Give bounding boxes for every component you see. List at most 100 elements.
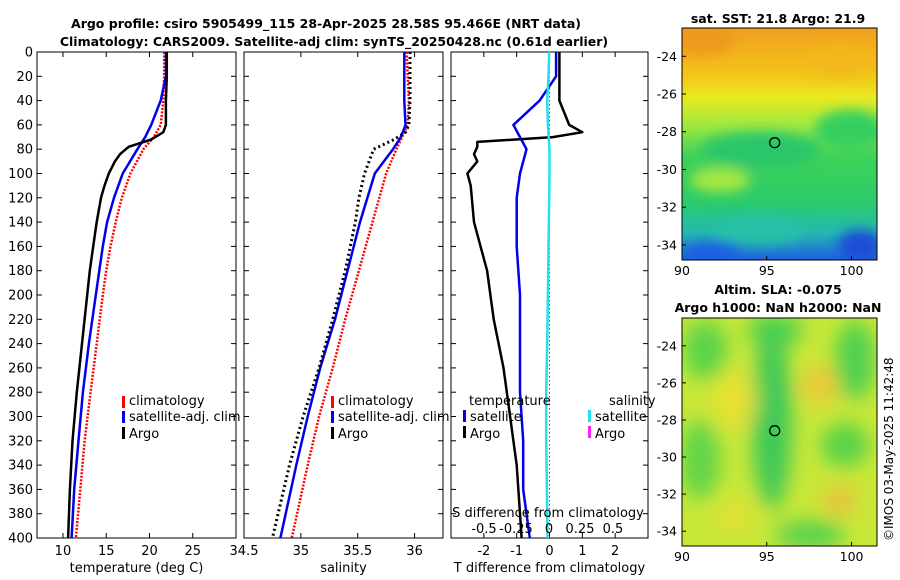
map-lat-tick-label: -30 [657, 162, 677, 177]
depth-tick-label: 240 [8, 337, 33, 352]
x-tick-label: 34.5 [230, 544, 259, 559]
sst-cyan-patch [715, 216, 805, 244]
map-lon-tick-label: 90 [674, 549, 690, 564]
map-lat-tick-label: -24 [657, 49, 677, 64]
sla-yellow-patch [822, 486, 858, 514]
s-diff-tick-label: 0.25 [566, 522, 595, 537]
temperature-panel: 0 20 40 60 80 100 120 140 160 180 200 220 240 260 280 3… [8, 46, 237, 576]
sla-green-band [752, 330, 792, 510]
legend-t-satellite-swatch [463, 410, 466, 422]
sla-yellow-patch [802, 365, 838, 405]
legend-climatology-swatch [122, 396, 125, 408]
legend-satellite-swatch [331, 411, 334, 423]
map-lat-tick-label: -34 [657, 237, 677, 252]
depth-tick-label: 20 [16, 70, 33, 85]
legend-salinity-title: salinity [609, 394, 656, 409]
sla-yellow-patch [713, 372, 757, 428]
plot-frame [243, 51, 444, 539]
legend-temperature-title: temperature [469, 394, 551, 409]
legend-climatology-label: climatology [129, 394, 205, 409]
x-axis-label: temperature (deg C) [70, 561, 204, 576]
depth-tick-label: 360 [8, 483, 33, 498]
series-line-t-argo [466, 52, 584, 539]
legend-t-argo-label: Argo [470, 427, 500, 442]
sst-map-frame [681, 27, 878, 261]
legend-satellite-label: satellite-adj. clim [338, 410, 450, 425]
legend-s-satellite-swatch [588, 410, 591, 422]
sla-map-title-line2: Argo h1000: NaN h2000: NaN [675, 300, 882, 315]
map-lat-tick-label: -32 [657, 200, 677, 215]
sst-map: 90 95 100 -24 -26 -28 -30 -32 -34 [657, 27, 878, 278]
s-diff-tick-label: 0 [545, 522, 553, 537]
depth-tick-label: 140 [8, 216, 33, 231]
s-diff-tick-label: -0.25 [499, 522, 533, 537]
map-lat-tick-label: -32 [657, 487, 677, 502]
x-tick-label: 10 [55, 544, 72, 559]
legend-climatology-swatch [331, 396, 334, 408]
legend-satellite-label: satellite-adj. clim [129, 410, 241, 425]
sla-argo-marker [769, 425, 781, 437]
sla-green-band [821, 423, 869, 467]
s-diff-tick-label: 0.5 [603, 522, 624, 537]
legend-difference: temperature salinity satellite Argo sate… [463, 394, 656, 442]
sla-map-frame [681, 317, 878, 547]
salinity-panel: 34.5 35 35.5 36 salinity [230, 51, 444, 576]
map-lon-tick-label: 95 [759, 263, 775, 278]
depth-tick-label: 400 [8, 532, 33, 547]
series-line-satellite-adj-clim [279, 52, 407, 539]
legend-t-argo-swatch [463, 426, 466, 438]
map-lat-tick-label: -34 [657, 524, 677, 539]
difference-panel: -2 -1 0 1 2 T difference from climatology [450, 51, 649, 576]
depth-tick-label: 280 [8, 386, 33, 401]
series-line-satellite-adj-clim [70, 52, 168, 539]
legend-t-satellite-label: satellite [470, 410, 522, 425]
series-line-s-satellite [544, 51, 551, 539]
x-tick-label: 35.5 [343, 544, 372, 559]
depth-tick-label: 160 [8, 240, 33, 255]
depth-tick-label: 220 [8, 313, 33, 328]
series-line-argo [66, 52, 169, 539]
sla-green-band [775, 521, 845, 546]
legend-s-argo-swatch [588, 426, 591, 438]
x-tick-label: -1 [510, 544, 523, 559]
sst-cool-patch [700, 132, 820, 168]
series-line-climatology [290, 51, 411, 539]
x-tick-label: 1 [578, 544, 586, 559]
sst-yellow-patch [690, 168, 750, 192]
sla-map: 90 95 100 -24 -26 -28 -30 -32 -34 [657, 317, 878, 564]
map-lat-tick-label: -30 [657, 450, 677, 465]
depth-tick-label: 300 [8, 410, 33, 425]
x-tick-label: 25 [184, 544, 201, 559]
x-tick-label: -2 [477, 544, 490, 559]
map-lat-tick-label: -28 [657, 124, 677, 139]
map-lon-tick-label: 90 [674, 263, 690, 278]
plot-frame [36, 51, 237, 539]
map-lat-tick-label: -24 [657, 338, 677, 353]
legend-satellite-swatch [122, 411, 125, 423]
map-lon-tick-label: 100 [840, 549, 864, 564]
depth-tick-label: 180 [8, 264, 33, 279]
legend-argo-label: Argo [338, 427, 368, 442]
legend-climatology-label: climatology [338, 394, 414, 409]
sla-green-band [682, 420, 720, 500]
map-lon-tick-label: 100 [840, 263, 864, 278]
legend-s-argo-label: Argo [595, 427, 625, 442]
x-tick-label: 35 [293, 544, 310, 559]
x-axis-label: T difference from climatology [453, 561, 646, 576]
x-tick-label: 36 [406, 544, 423, 559]
legend-argo-swatch [331, 427, 334, 439]
legend-argo-swatch [122, 427, 125, 439]
map-lon-tick-label: 95 [759, 549, 775, 564]
depth-tick-label: 120 [8, 191, 33, 206]
sst-blue-patch [838, 230, 877, 260]
legend-salinity: climatology satellite-adj. clim Argo [331, 394, 450, 442]
x-tick-label: 20 [141, 544, 158, 559]
figure-title-line2: Climatology: CARS2009. Satellite-adj cli… [60, 34, 608, 50]
s-diff-tick-label: -0.5 [471, 522, 496, 537]
depth-tick-label: 80 [16, 143, 33, 158]
series-line-t-satellite [512, 52, 558, 539]
sla-map-title-line1: Altim. SLA: -0.075 [714, 282, 841, 297]
sla-green-band [683, 320, 727, 380]
map-lat-tick-label: -26 [657, 87, 677, 102]
